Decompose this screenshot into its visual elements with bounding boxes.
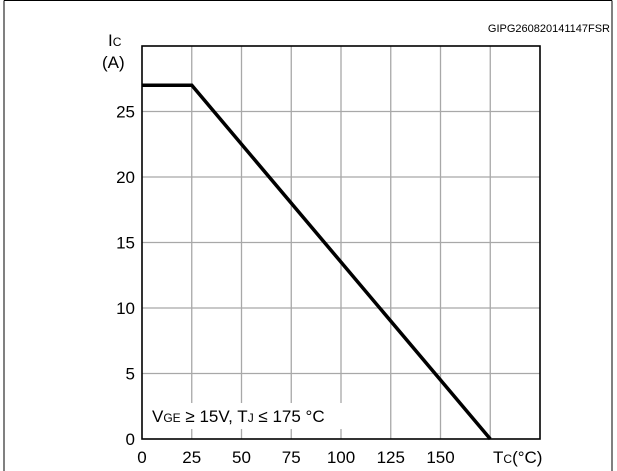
x-tick-labels: 0 25 50 75 100 125 150	[137, 448, 454, 467]
condition-v-rest: ≥ 15V, T	[181, 407, 248, 426]
x-axis-subscript: C	[503, 452, 512, 466]
x-tick-label-75: 75	[282, 448, 301, 467]
x-axis-label: TC(°C)	[493, 448, 542, 467]
condition-v-subscript: GE	[163, 411, 180, 425]
x-tick-label-150: 150	[426, 448, 454, 467]
x-axis-symbol: T	[493, 448, 503, 467]
y-axis-label: IC	[108, 31, 122, 50]
figure-ref-code: GIPG260820141147FSR	[488, 23, 610, 35]
y-axis-symbol: I	[108, 31, 113, 50]
series-line-0	[142, 83, 492, 441]
condition-v: V	[152, 407, 164, 426]
condition-annotation: VGE ≥ 15V, TJ ≤ 175 °C	[152, 407, 325, 426]
x-tick-label-125: 125	[377, 448, 405, 467]
y-tick-label-10: 10	[116, 299, 135, 318]
y-tick-label-0: 0	[126, 430, 135, 449]
grid	[142, 46, 540, 439]
y-tick-label-15: 15	[116, 234, 135, 253]
x-tick-label-0: 0	[137, 448, 146, 467]
y-tick-label-25: 25	[116, 103, 135, 122]
condition-t-subscript: J	[248, 411, 254, 425]
series-group	[141, 83, 492, 441]
y-tick-label-5: 5	[126, 365, 135, 384]
x-tick-label-25: 25	[182, 448, 201, 467]
condition-background	[148, 403, 380, 429]
condition-t-rest: ≤ 175 °C	[254, 407, 325, 426]
plot-area-border	[141, 45, 541, 440]
y-tick-labels: 0 5 10 15 20 25	[116, 103, 135, 450]
x-tick-label-50: 50	[232, 448, 251, 467]
x-tick-label-100: 100	[327, 448, 355, 467]
y-axis-subscript: C	[113, 35, 122, 49]
y-tick-label-20: 20	[116, 168, 135, 187]
x-axis-unit: (°C)	[512, 448, 542, 467]
y-axis-unit: (A)	[102, 53, 125, 72]
